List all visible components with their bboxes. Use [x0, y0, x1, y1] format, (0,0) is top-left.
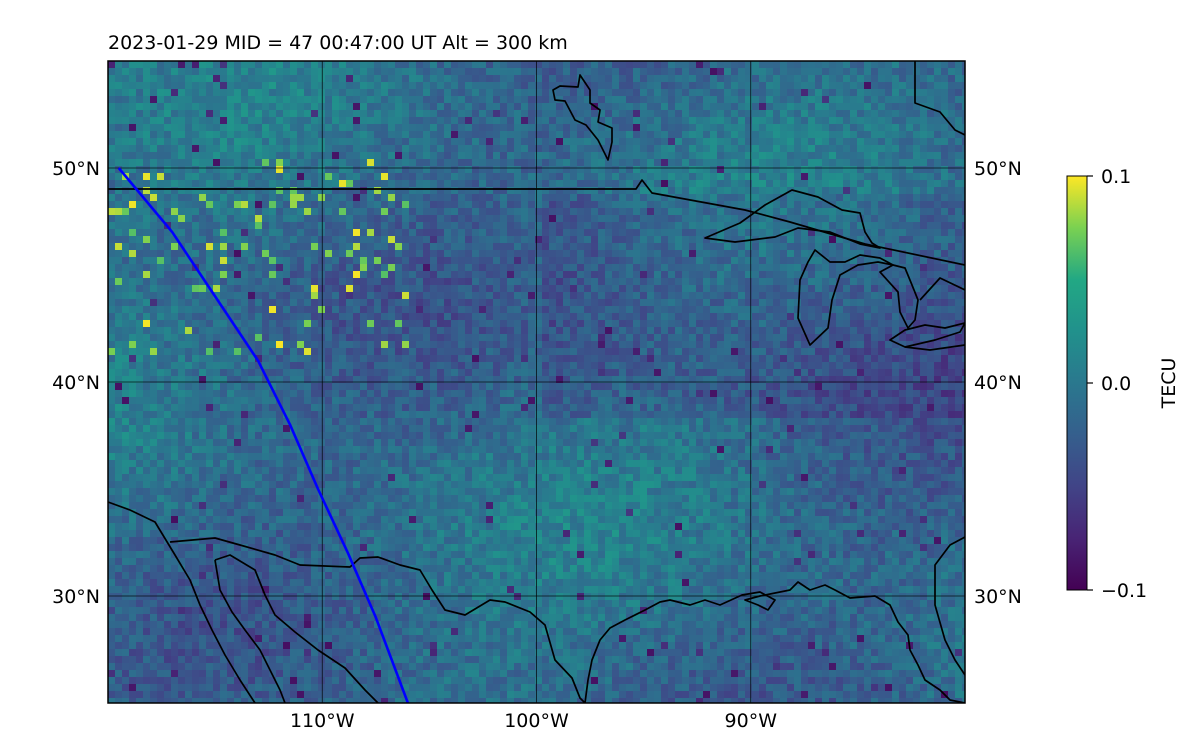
colorbar-ticks: 0.1 0.0 −0.1 — [1087, 166, 1147, 602]
lake-winnipeg — [552, 74, 613, 161]
longitude-labels: 110°W 100°W 90°W — [290, 710, 777, 732]
map-frame — [107, 60, 966, 704]
lat-label-right: 50°N — [974, 158, 1022, 180]
lon-label: 100°W — [504, 710, 569, 732]
lake-erie-shore — [904, 344, 965, 351]
lake-michigan — [797, 249, 894, 346]
lat-label-right: 40°N — [974, 372, 1022, 394]
pacific-coast — [108, 501, 256, 703]
us-mexico-border — [169, 537, 586, 703]
lon-label: 110°W — [290, 710, 355, 732]
lat-label-right: 30°N — [974, 586, 1022, 608]
florida-atlantic-coast — [934, 536, 965, 676]
lat-label-left: 30°N — [52, 586, 100, 608]
colorbar-tick-label: 0.1 — [1101, 166, 1131, 188]
colorbar-tick-label: −0.1 — [1101, 580, 1147, 602]
baja-peninsula — [214, 554, 379, 703]
gridlines — [108, 61, 965, 703]
map-title: 2023-01-29 MID = 47 00:47:00 UT Alt = 30… — [108, 32, 568, 54]
lake-huron — [879, 264, 919, 329]
colorbar-gradient — [1066, 175, 1088, 591]
lake-huron-east — [919, 277, 965, 301]
hudson-bay-coast — [914, 61, 965, 136]
colorbar: 0.1 0.0 −0.1 TECU — [1066, 166, 1180, 602]
colorbar-label: TECU — [1158, 358, 1180, 410]
coastlines — [108, 61, 965, 703]
gulf-of-california — [214, 559, 286, 703]
lake-superior — [704, 189, 881, 249]
lake-erie — [889, 322, 965, 348]
lon-label: 90°W — [725, 710, 778, 732]
colorbar-tick-label: 0.0 — [1101, 373, 1131, 395]
satellite-track — [117, 167, 410, 703]
tec-field — [108, 61, 965, 703]
lat-label-left: 40°N — [52, 372, 100, 394]
gulf-coast — [584, 581, 965, 703]
latitude-labels: 50°N 50°N 40°N 40°N 30°N 30°N — [52, 158, 1022, 608]
lat-label-left: 50°N — [52, 158, 100, 180]
map-panel: 50°N 50°N 40°N 40°N 30°N 30°N 110°W 100°W 90°W — [52, 60, 1022, 732]
